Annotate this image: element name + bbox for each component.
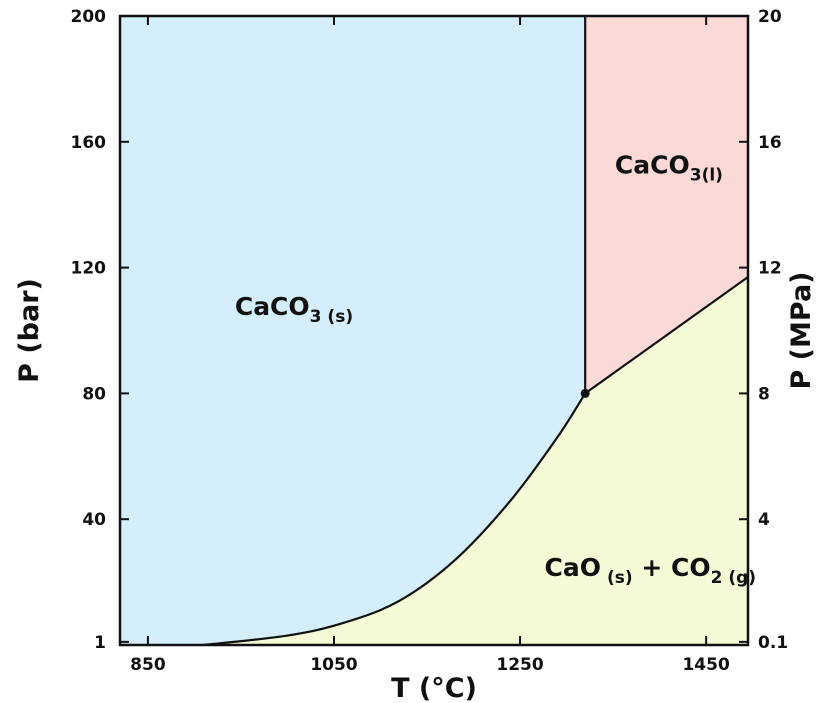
y-left-tick-label: 40 — [82, 510, 106, 530]
region-label-gas: CaO (s) + CO2 (g) — [545, 553, 757, 588]
x-tick-label: 1250 — [496, 655, 543, 675]
triple-point-marker — [580, 388, 590, 398]
y-left-tick-label: 80 — [82, 384, 106, 404]
y-right-tick-label: 0.1 — [758, 633, 788, 653]
phase-boundaries — [203, 16, 749, 647]
y-left-tick-label: 1 — [94, 633, 106, 653]
y-right-tick-label: 8 — [758, 384, 770, 404]
x-axis-title: T (°C) — [391, 673, 477, 703]
region-label-solid: CaCO3 (s) — [235, 292, 353, 327]
region-labels: CaCO3 (s) CaCO3(l) CaO (s) + CO2 (g) — [235, 150, 756, 588]
plot-frame — [118, 14, 750, 647]
region-liquid — [585, 16, 748, 394]
decomposition-line — [203, 392, 587, 647]
axis-ticks — [120, 15, 748, 645]
x-tick-label: 1450 — [682, 655, 729, 675]
y-right-tick-label: 12 — [758, 259, 782, 279]
y-right-tick-label: 16 — [758, 133, 782, 153]
y-right-tick-label: 20 — [758, 7, 782, 27]
y-left-tick-label: 200 — [71, 7, 107, 27]
region-label-liquid: CaCO3(l) — [615, 150, 723, 185]
region-solid — [120, 16, 586, 645]
y-axis-left-title: P (bar) — [14, 278, 45, 383]
x-tick-label: 1050 — [310, 655, 357, 675]
region-gas — [203, 277, 748, 645]
y-left-tick-label: 160 — [71, 133, 107, 153]
tick-labels: 850 1050 1250 1450 1 40 80 120 160 200 0.1 4 8 12 16 20 — [71, 7, 789, 675]
y-right-tick-label: 4 — [758, 510, 770, 530]
x-tick-label: 850 — [130, 655, 166, 675]
liquid-decomposition-line — [584, 276, 749, 395]
y-axis-right-title: P (MPa) — [786, 271, 817, 389]
y-left-tick-label: 120 — [71, 259, 107, 279]
phase-regions — [120, 16, 748, 645]
